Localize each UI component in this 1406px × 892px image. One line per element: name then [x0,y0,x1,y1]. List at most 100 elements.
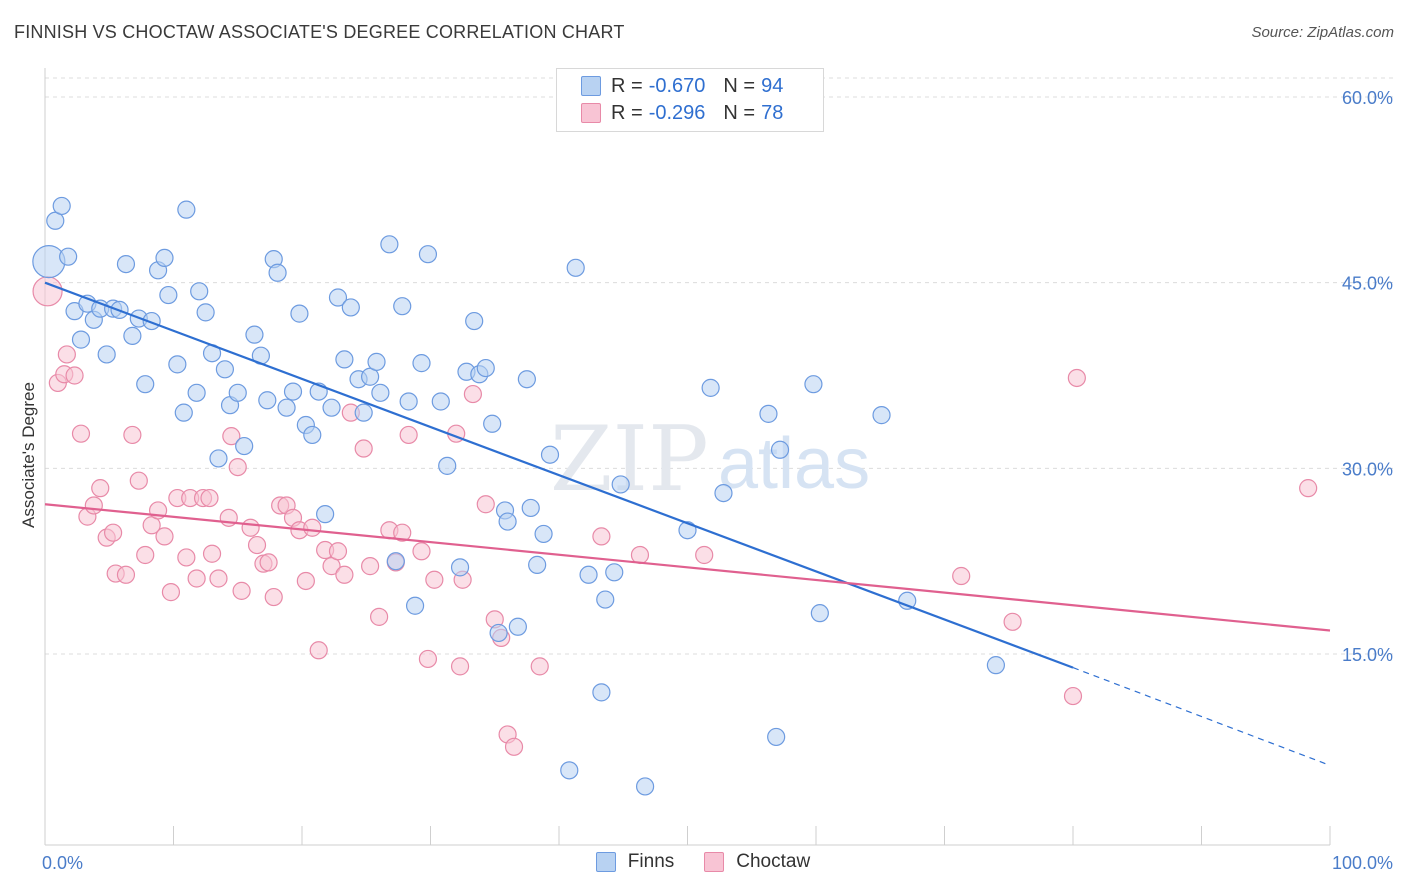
finns-point [399,392,418,411]
finns-point [412,354,431,373]
choctaw-point [71,424,91,443]
finns-point [566,258,585,277]
finns-point [228,383,247,402]
finns-n-label: N = [723,74,756,97]
choctaw-point [259,553,278,572]
finns-points [32,196,1006,796]
finns-point [116,255,136,274]
finns-point [187,383,206,402]
choctaw-point [247,535,267,555]
finns-point [534,524,553,544]
choctaw-point [209,569,228,588]
finns-point [52,196,71,216]
choctaw-point [309,641,328,660]
finns-point [508,617,527,636]
choctaw-point [116,565,136,584]
choctaw-point [129,471,148,490]
finns-point [174,403,193,422]
finns-point [277,398,296,417]
finns-point [592,683,611,702]
watermark-atlas: atlas [718,424,870,504]
finns-point [32,245,66,279]
y-tick-label: 45.0% [1342,274,1393,294]
choctaw-point [104,523,123,542]
choctaw-point [504,737,524,756]
chart-title: FINNISH VS CHOCTAW ASSOCIATE'S DEGREE CO… [14,22,625,42]
finns-point [635,777,655,796]
choctaw-point [296,571,315,591]
finns-point [418,245,438,264]
finns-point [872,406,891,425]
finns-point [59,247,78,266]
finns-point [804,375,823,394]
choctaw-point [1299,479,1318,498]
choctaw-point [161,583,181,602]
finns-swatch [581,76,601,96]
finns-trend-line [44,281,1074,669]
choctaw-point [393,523,412,542]
legend-row-finns: R = -0.670 N = 94 [581,73,783,99]
finns-legend-swatch [595,852,616,872]
finns-point [71,330,91,349]
finns-point [498,512,517,531]
choctaw-point [1003,612,1022,631]
choctaw-point [418,649,438,669]
x-tick-label-max: 100.0% [1332,853,1393,873]
choctaw-point [592,527,611,546]
finns-point [235,436,254,456]
finns-point [605,563,624,582]
finns-point [465,311,484,331]
finns-point [190,282,209,301]
choctaw-point [476,495,495,514]
finns-point [136,375,155,394]
finns-point [380,235,399,254]
choctaw-r-value: -0.296 [648,101,706,124]
choctaw-point [530,657,549,676]
choctaw-point [303,518,322,537]
watermark-zip: ZIP [550,407,709,512]
choctaw-point [222,427,241,446]
finns-point [386,552,405,571]
finns-legend-label: Finns [627,851,675,872]
finns-point [405,596,425,615]
finns-point [438,456,457,475]
choctaw-point [202,544,222,563]
choctaw-point [136,545,155,565]
finns-point [303,425,322,445]
series-legend: Finns Choctaw [0,851,1406,873]
choctaw-point [952,566,971,586]
finns-point [209,449,228,468]
finns-point [123,326,142,345]
choctaw-r-label: R = [611,101,643,124]
finns-point [316,505,335,524]
finns-point [393,297,412,316]
choctaw-trend-line [44,503,1331,632]
legend-item-choctaw[interactable]: Choctaw [704,851,810,873]
finns-point [714,483,733,503]
choctaw-point [200,488,219,508]
choctaw-point [232,581,251,600]
finns-point [328,288,348,307]
finns-point [283,382,303,401]
choctaw-point [1067,368,1086,388]
legend-item-finns[interactable]: Finns [595,851,675,873]
finns-point [341,298,360,317]
choctaw-point [123,425,142,445]
choctaw-point [241,518,260,537]
watermark: ZIP atlas [550,407,870,512]
choctaw-point [32,276,63,307]
finns-point [560,761,579,780]
finns-point [767,727,786,747]
finns-point [489,623,508,643]
finns-trend-extension [1072,667,1331,766]
finns-point [611,475,630,494]
choctaw-point [155,527,174,546]
finns-point [986,656,1006,675]
finns-point [354,403,373,422]
finns-point [290,304,309,323]
finns-point [431,392,450,411]
finns-point [483,414,502,433]
choctaw-point [177,548,196,567]
finns-point [810,604,829,623]
